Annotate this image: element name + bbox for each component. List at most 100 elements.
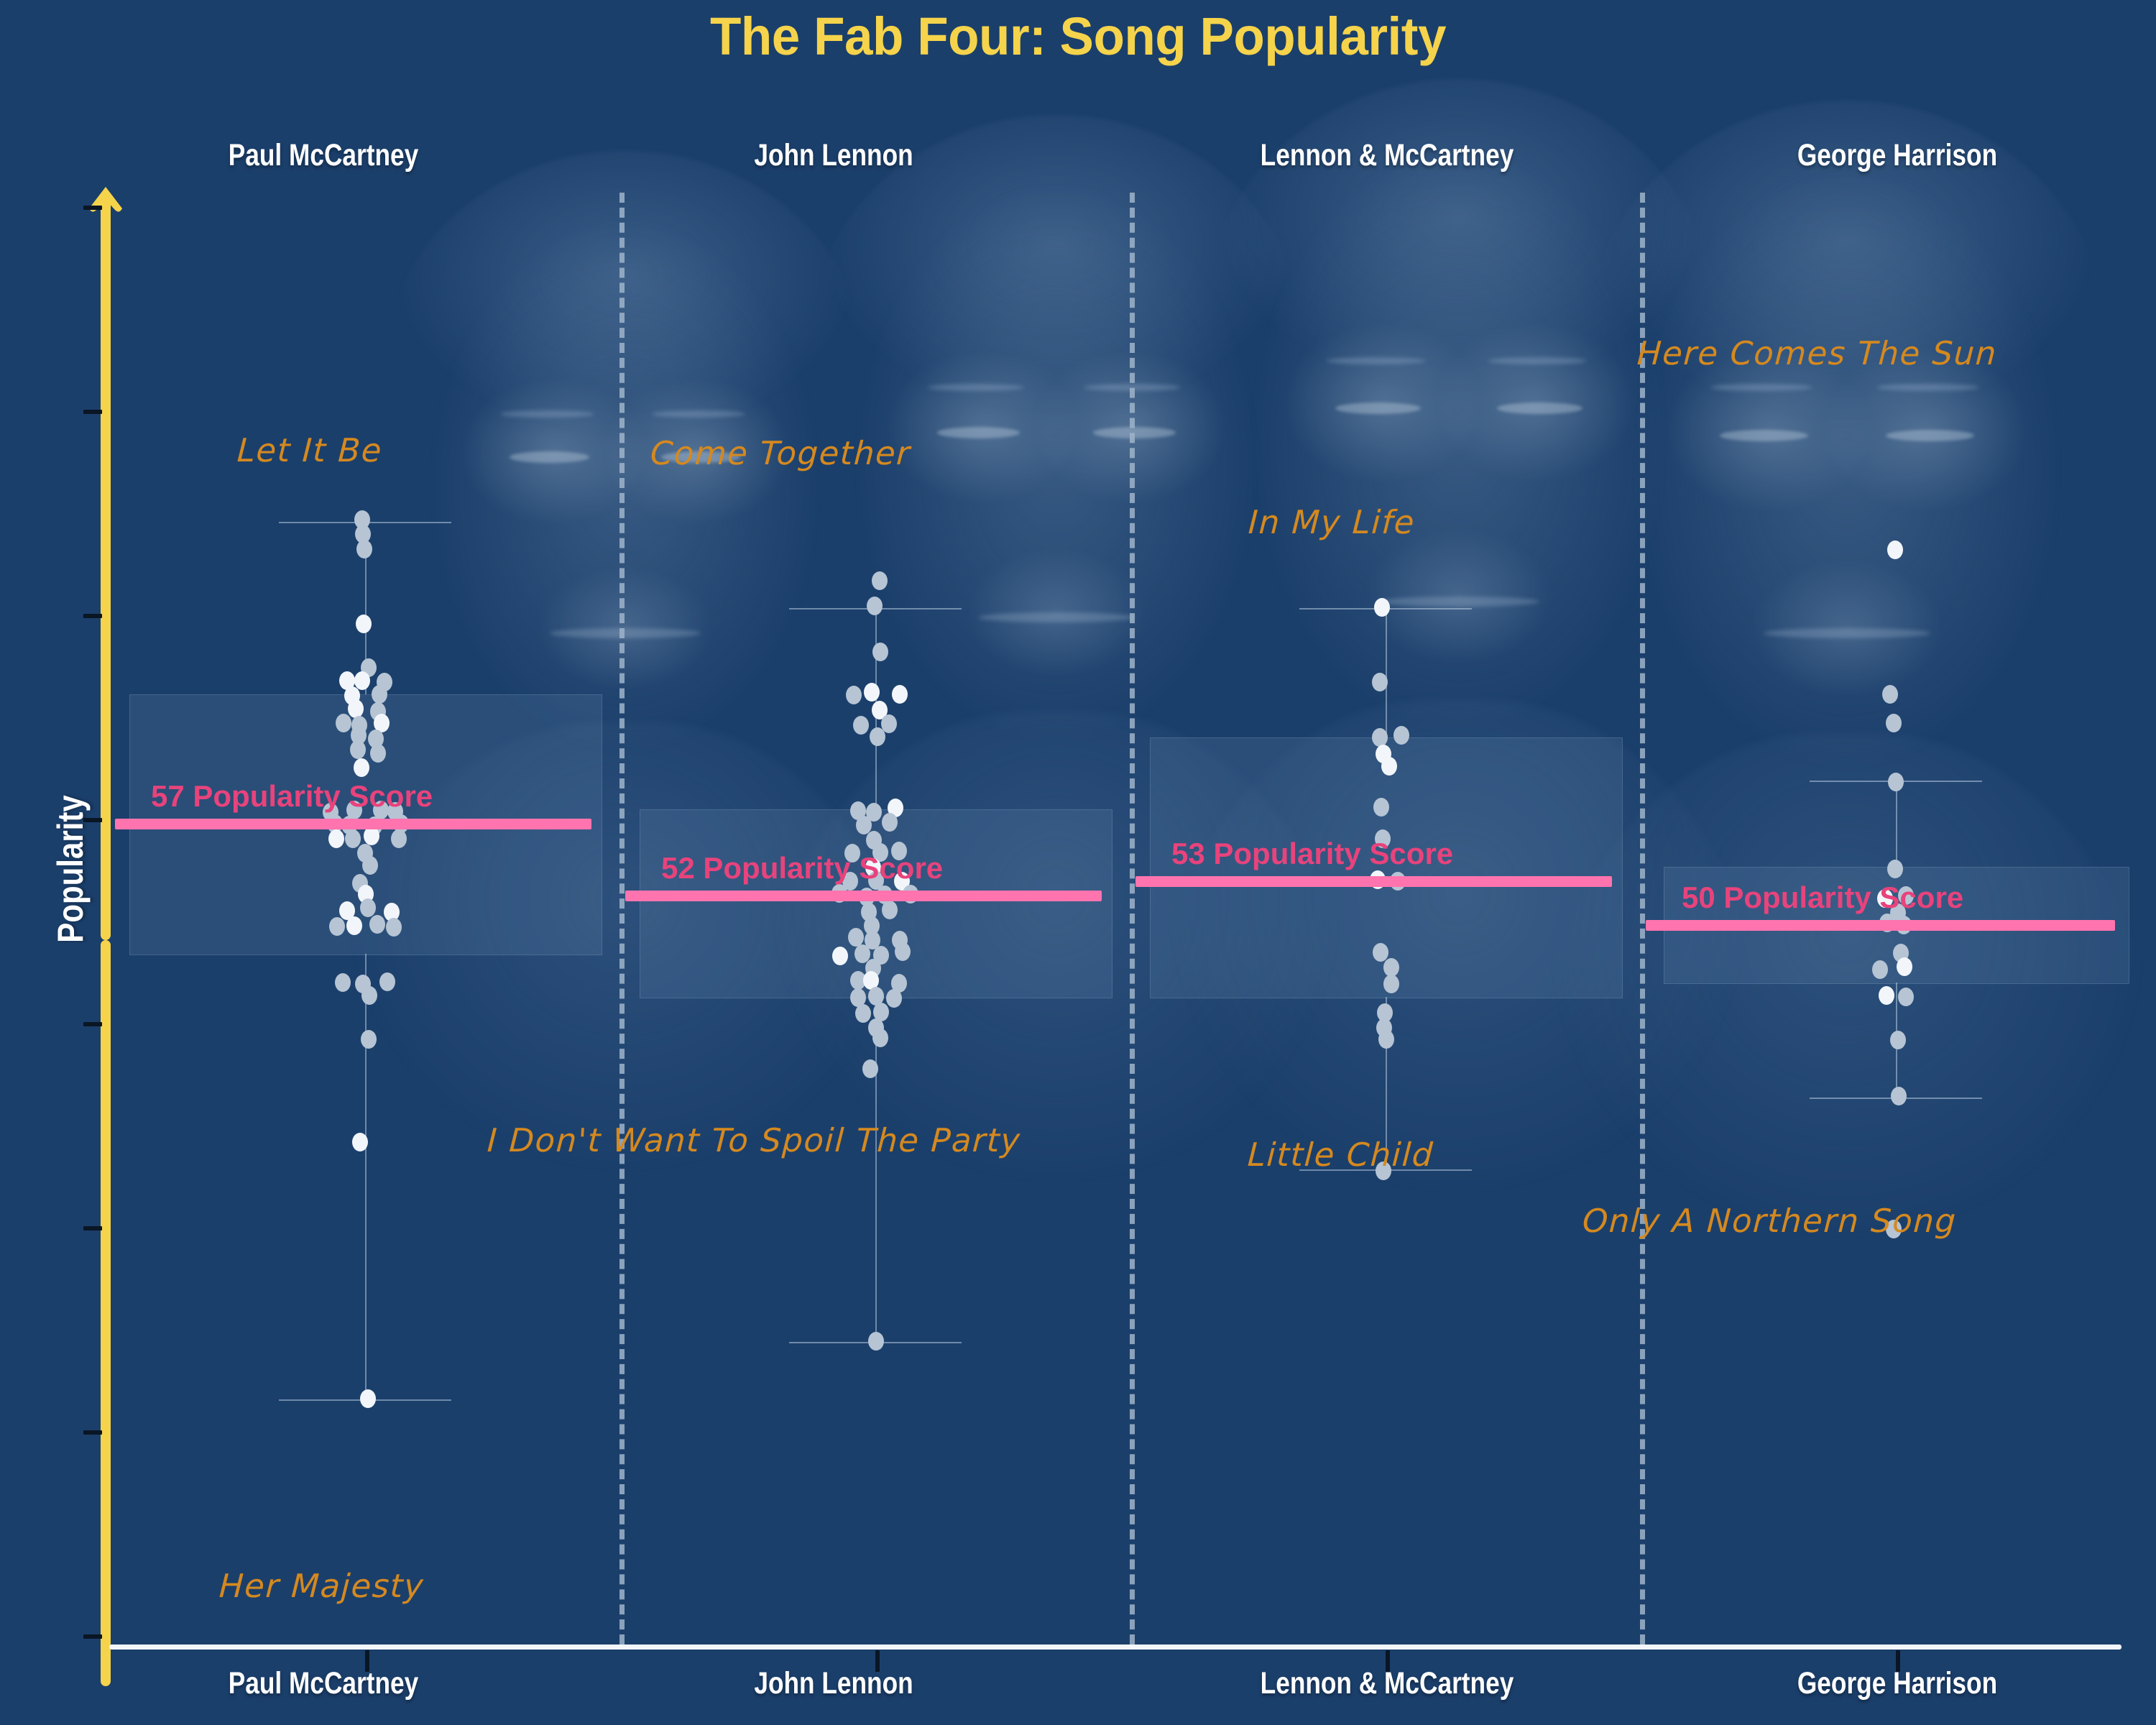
x-axis-label-paul-mccartney: Paul McCartney <box>228 1666 419 1701</box>
data-point <box>1898 886 1915 905</box>
data-point <box>871 701 888 720</box>
data-point <box>1890 1031 1907 1050</box>
boxplot-whisker-upper <box>1386 607 1387 738</box>
data-point <box>1876 888 1893 908</box>
median-line <box>115 819 592 830</box>
data-point <box>868 987 884 1006</box>
data-point <box>338 901 355 920</box>
median-line <box>1135 876 1613 888</box>
data-point <box>862 1059 878 1078</box>
boxplot-whisker-upper <box>365 521 367 695</box>
data-point <box>1371 727 1388 747</box>
data-point <box>1372 942 1388 962</box>
data-point <box>1882 685 1899 704</box>
data-point <box>334 973 351 993</box>
data-point <box>354 510 370 530</box>
y-tick-3 <box>83 818 102 822</box>
data-point <box>1887 859 1904 878</box>
y-tick-2 <box>83 614 102 618</box>
data-point <box>391 829 407 849</box>
x-axis-line <box>109 1644 2122 1650</box>
data-point <box>854 944 871 963</box>
data-point <box>1383 974 1399 993</box>
data-point <box>356 614 372 633</box>
data-point <box>868 870 885 890</box>
y-tick-0 <box>83 206 102 210</box>
data-point <box>1887 540 1904 560</box>
boxplot-whisker-lower <box>1386 996 1387 1169</box>
data-point <box>361 856 378 875</box>
data-point <box>374 714 390 733</box>
data-point <box>370 743 387 763</box>
data-point <box>1375 1162 1391 1181</box>
median-line <box>1646 919 2116 931</box>
x-axis-label-lennon-mccartney: Lennon & McCartney <box>1260 1666 1514 1701</box>
annotation-come-together: Come Together <box>649 434 912 472</box>
data-point <box>872 642 888 661</box>
data-point <box>1893 943 1909 962</box>
panel-divider-1 <box>619 193 625 1644</box>
data-point <box>867 596 883 615</box>
data-point <box>1378 1030 1395 1049</box>
data-point <box>346 801 362 820</box>
y-axis-line-upper <box>101 194 111 940</box>
data-point <box>1871 960 1888 980</box>
data-point <box>888 798 904 817</box>
data-point <box>853 716 870 735</box>
x-tick-lennon-mccartney <box>1386 1650 1390 1672</box>
x-tick-paul-mccartney <box>365 1650 369 1672</box>
data-point <box>863 916 880 935</box>
annotation-spoil-the-party: I Don't Want To Spoil The Party <box>486 1121 1022 1159</box>
median-line <box>625 891 1102 902</box>
data-point <box>354 671 370 691</box>
data-point <box>354 524 371 543</box>
x-axis-label-george-harrison: George Harrison <box>1797 1666 1998 1701</box>
data-point <box>855 1003 872 1023</box>
data-point <box>1376 1003 1393 1022</box>
y-tick-4 <box>83 1022 102 1026</box>
data-point <box>372 684 388 704</box>
data-point <box>385 917 402 937</box>
data-point <box>360 898 377 917</box>
data-point <box>356 539 372 558</box>
annotation-in-my-life: In My Life <box>1247 503 1416 541</box>
data-point <box>1896 957 1912 977</box>
median-score-label: 50 Popularity Score <box>1682 880 1964 914</box>
data-point <box>367 730 384 748</box>
data-point <box>862 970 879 990</box>
data-point <box>881 813 898 832</box>
annotation-here-comes-the-sun: Here Comes The Sun <box>1636 334 1999 372</box>
data-point <box>359 1389 376 1409</box>
data-point <box>869 727 885 747</box>
data-point <box>882 901 898 920</box>
x-tick-george-harrison <box>1896 1650 1900 1672</box>
data-point <box>848 928 865 947</box>
data-point <box>881 714 898 734</box>
annotation-let-it-be: Let It Be <box>236 431 384 469</box>
data-point <box>361 1029 377 1049</box>
data-point <box>349 740 366 760</box>
data-point <box>373 800 390 819</box>
data-point <box>865 802 882 822</box>
top-label-john-lennon: John Lennon <box>754 138 913 172</box>
data-point <box>353 758 369 778</box>
data-point <box>1381 757 1397 776</box>
annotation-her-majesty: Her Majesty <box>218 1567 425 1605</box>
data-point <box>335 714 351 733</box>
data-point <box>369 914 385 934</box>
median-score-label: 52 Popularity Score <box>661 851 944 886</box>
data-point <box>872 843 889 862</box>
data-point <box>891 841 908 860</box>
top-label-paul-mccartney: Paul McCartney <box>228 138 419 172</box>
data-point <box>1886 1219 1902 1238</box>
data-point <box>844 844 861 863</box>
data-point <box>865 931 881 950</box>
data-point <box>1890 1087 1907 1106</box>
data-point <box>352 1132 369 1151</box>
data-point <box>886 988 903 1008</box>
y-tick-5 <box>83 1226 102 1230</box>
median-score-label: 53 Popularity Score <box>1171 837 1454 871</box>
data-point <box>1373 797 1390 816</box>
data-point <box>1372 672 1388 691</box>
data-point <box>1393 725 1409 745</box>
